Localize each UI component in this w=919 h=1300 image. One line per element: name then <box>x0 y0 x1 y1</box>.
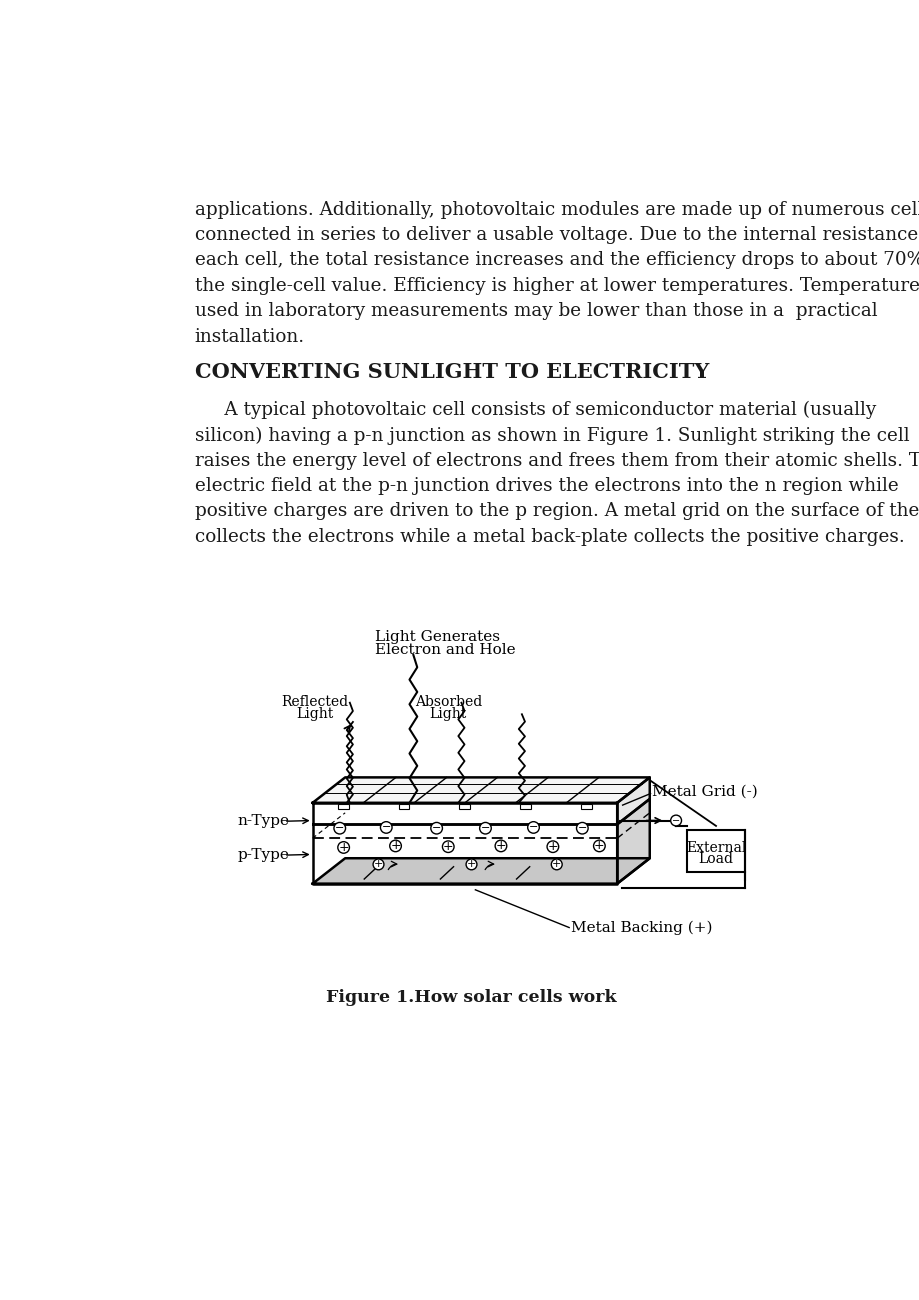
Text: +: + <box>442 840 453 853</box>
Circle shape <box>334 823 346 835</box>
Circle shape <box>528 822 539 833</box>
Text: positive charges are driven to the p region. A metal grid on the surface of the : positive charges are driven to the p reg… <box>195 503 919 520</box>
Bar <box>337 805 348 809</box>
Bar <box>581 805 592 809</box>
Polygon shape <box>617 800 649 884</box>
Bar <box>459 805 470 809</box>
Text: Metal Backing (+): Metal Backing (+) <box>570 920 711 935</box>
Text: p-Type: p-Type <box>237 848 289 862</box>
Text: Absorbed: Absorbed <box>414 696 482 708</box>
Text: +: + <box>594 840 604 853</box>
Text: used in laboratory measurements may be lower than those in a  practical: used in laboratory measurements may be l… <box>195 303 877 320</box>
Circle shape <box>390 840 401 852</box>
Text: External: External <box>685 841 745 855</box>
Text: Load: Load <box>698 852 732 866</box>
Circle shape <box>430 823 442 835</box>
Text: Metal Grid (-): Metal Grid (-) <box>652 785 757 800</box>
Polygon shape <box>312 803 617 824</box>
Text: −: − <box>577 823 586 833</box>
Circle shape <box>337 841 349 853</box>
Polygon shape <box>312 858 649 884</box>
Text: collects the electrons while a metal back-plate collects the positive charges.: collects the electrons while a metal bac… <box>195 528 903 546</box>
Text: applications. Additionally, photovoltaic modules are made up of numerous cells: applications. Additionally, photovoltaic… <box>195 200 919 218</box>
Text: A typical photovoltaic cell consists of semiconductor material (usually: A typical photovoltaic cell consists of … <box>195 400 875 419</box>
Circle shape <box>442 841 454 853</box>
Text: −: − <box>381 823 391 832</box>
Text: −: − <box>481 823 490 833</box>
Text: connected in series to deliver a usable voltage. Due to the internal resistance : connected in series to deliver a usable … <box>195 226 919 244</box>
Circle shape <box>547 841 558 853</box>
Circle shape <box>576 823 587 835</box>
Text: CONVERTING SUNLIGHT TO ELECTRICITY: CONVERTING SUNLIGHT TO ELECTRICITY <box>195 363 709 382</box>
Text: +: + <box>466 859 476 870</box>
Text: −: − <box>335 823 344 833</box>
Polygon shape <box>312 777 649 803</box>
Text: Light: Light <box>429 707 466 720</box>
Circle shape <box>479 823 491 835</box>
Text: +: + <box>547 840 558 853</box>
Text: raises the energy level of electrons and frees them from their atomic shells. Th: raises the energy level of electrons and… <box>195 451 919 469</box>
Circle shape <box>380 822 391 833</box>
Circle shape <box>670 815 681 826</box>
Text: electric field at the p-n junction drives the electrons into the n region while: electric field at the p-n junction drive… <box>195 477 898 495</box>
Text: −: − <box>431 823 441 833</box>
Circle shape <box>593 840 605 852</box>
Text: Light: Light <box>296 707 334 720</box>
Circle shape <box>373 859 383 870</box>
Bar <box>398 805 409 809</box>
Text: +: + <box>373 859 383 870</box>
Text: −: − <box>528 823 538 832</box>
Text: +: + <box>338 841 348 854</box>
Text: installation.: installation. <box>195 328 304 346</box>
Text: each cell, the total resistance increases and the efficiency drops to about 70% : each cell, the total resistance increase… <box>195 251 919 269</box>
Text: Figure 1.How solar cells work: Figure 1.How solar cells work <box>326 989 616 1006</box>
Text: Reflected: Reflected <box>281 696 348 708</box>
Text: +: + <box>551 859 561 870</box>
Text: +: + <box>390 840 401 853</box>
Text: silicon) having a p-n junction as shown in Figure 1. Sunlight striking the cell: silicon) having a p-n junction as shown … <box>195 426 909 445</box>
Polygon shape <box>312 824 617 884</box>
Circle shape <box>466 859 476 870</box>
Circle shape <box>494 840 506 852</box>
Bar <box>686 829 744 872</box>
Circle shape <box>550 859 562 870</box>
Polygon shape <box>617 777 649 824</box>
Text: −: − <box>671 815 679 826</box>
Bar <box>520 805 530 809</box>
Text: Light Generates: Light Generates <box>374 630 499 645</box>
Text: Electron and Hole: Electron and Hole <box>374 642 515 657</box>
Text: n-Type: n-Type <box>237 814 289 828</box>
Text: the single-cell value. Efficiency is higher at lower temperatures. Temperatures: the single-cell value. Efficiency is hig… <box>195 277 919 295</box>
Text: +: + <box>495 840 505 853</box>
